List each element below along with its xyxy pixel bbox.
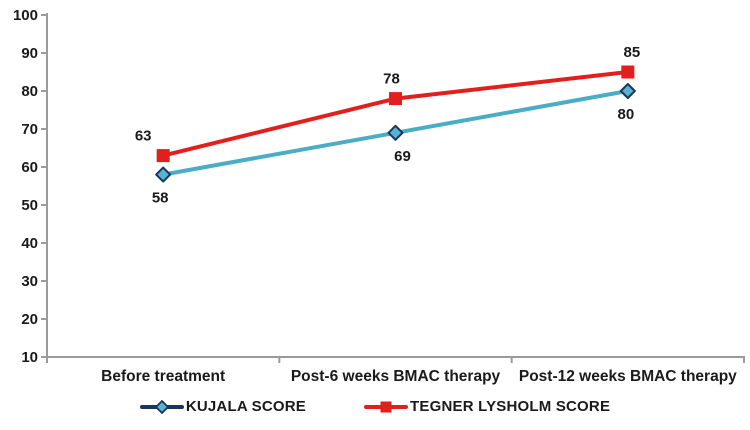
legend: KUJALA SCORE TEGNER LYSHOLM SCORE (0, 398, 750, 415)
square-marker (621, 65, 635, 79)
data-label: 80 (617, 106, 634, 123)
data-label: 58 (152, 190, 169, 207)
legend-label: KUJALA SCORE (185, 398, 307, 415)
y-axis-tick-label: 10 (21, 349, 38, 366)
diamond-legend-marker-icon (139, 399, 184, 414)
square-marker (389, 92, 402, 106)
x-axis-category-label: Post-6 weeks BMAC therapy (291, 368, 501, 385)
data-label: 69 (394, 148, 411, 165)
legend-item-tegner-lysholm: TEGNER LYSHOLM SCORE (364, 398, 610, 415)
y-axis-tick-label: 100 (13, 7, 38, 24)
data-label: 63 (135, 128, 152, 145)
x-axis-category-label: Before treatment (101, 368, 225, 385)
legend-label: TEGNER LYSHOLM SCORE (410, 398, 611, 415)
y-axis-tick-label: 60 (21, 159, 38, 176)
legend-item-kujala: KUJALA SCORE (139, 398, 307, 415)
y-axis-tick-label: 40 (21, 235, 38, 252)
square-legend-marker-icon (364, 401, 409, 412)
diamond-marker (155, 166, 172, 183)
y-axis-tick-label: 90 (21, 45, 38, 62)
y-axis-tick-label: 20 (21, 311, 38, 328)
line-chart: 10 20 30 40 50 60 70 80 90 100 Before treatment Pos… (13, 7, 745, 385)
x-axis-category-label: Post-12 weeks BMAC therapy (519, 368, 737, 385)
diamond-marker (387, 124, 404, 141)
y-axis-tick-label: 30 (21, 273, 38, 290)
square-marker (156, 149, 170, 163)
diamond-marker (619, 83, 636, 99)
y-axis-tick-label: 70 (21, 121, 38, 138)
data-label: 78 (383, 71, 400, 88)
y-axis-tick-label: 50 (21, 197, 38, 214)
y-axis-tick-label: 80 (21, 83, 38, 100)
data-label: 85 (623, 44, 640, 61)
